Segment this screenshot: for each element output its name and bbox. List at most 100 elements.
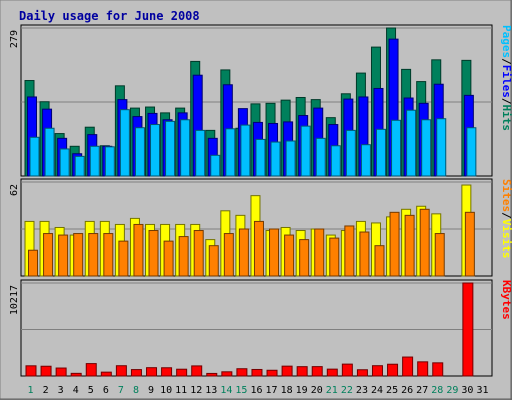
bar-sites-day-26 xyxy=(404,214,415,277)
bar-sites-day-8 xyxy=(133,223,144,277)
x-tick-label: 29 xyxy=(446,385,458,396)
bars xyxy=(24,27,477,177)
x-tick-label: 26 xyxy=(401,385,413,396)
x-tick-label: 12 xyxy=(190,385,202,396)
x-tick-label: 21 xyxy=(326,385,338,396)
scale-label: 10217 xyxy=(9,285,20,315)
bar-pages-day-25 xyxy=(391,119,402,177)
bar-pages-day-30 xyxy=(466,127,477,177)
bar-pages-day-20 xyxy=(315,137,326,177)
bar-pages-day-1 xyxy=(29,136,40,177)
bar-kbytes-day-21 xyxy=(326,368,338,377)
bar-sites-day-15 xyxy=(238,228,249,277)
bar-sites-day-6 xyxy=(103,233,114,277)
bar-kbytes-day-2 xyxy=(40,365,52,377)
bar-pages-day-15 xyxy=(240,124,251,177)
bar-kbytes-day-1 xyxy=(25,365,37,377)
bar-pages-day-21 xyxy=(330,145,341,177)
bar-pages-day-14 xyxy=(225,128,236,177)
bar-sites-day-14 xyxy=(223,233,234,277)
bar-kbytes-day-13 xyxy=(206,372,218,377)
x-tick-label: 23 xyxy=(356,385,368,396)
bar-kbytes-day-12 xyxy=(191,365,203,377)
bar-kbytes-day-14 xyxy=(221,371,233,377)
bar-pages-day-3 xyxy=(59,148,70,177)
x-tick-label: 24 xyxy=(371,385,383,396)
bar-sites-day-28 xyxy=(434,233,445,277)
scale-label: 62 xyxy=(9,184,20,196)
side-legend: Pages/Files/Hits xyxy=(500,25,512,131)
x-tick-label: 7 xyxy=(118,385,124,396)
x-tick-label: 20 xyxy=(311,385,323,396)
bar-kbytes-day-24 xyxy=(371,365,383,377)
bar-pages-day-23 xyxy=(360,144,371,177)
bar-pages-day-13 xyxy=(210,154,221,177)
bar-kbytes-day-9 xyxy=(146,367,158,377)
bar-sites-day-20 xyxy=(314,228,325,277)
panel-3: 10217 KBytes xyxy=(9,279,512,377)
bar-pages-day-22 xyxy=(345,129,356,177)
x-axis-labels: 1 2 3 4 5 6 7 8 9 10 11 12 13 14 15 16 17 18 19 20 21 22 23 24 2… xyxy=(28,385,489,396)
bar-pages-day-26 xyxy=(406,109,417,177)
bar-pages-day-5 xyxy=(89,145,100,177)
bar-pages-day-27 xyxy=(421,119,432,177)
bar-sites-day-23 xyxy=(359,231,370,277)
x-tick-label: 17 xyxy=(266,385,278,396)
bar-kbytes-day-17 xyxy=(266,369,278,377)
bar-kbytes-day-3 xyxy=(55,367,67,377)
bar-sites-day-30 xyxy=(464,211,475,277)
side-legend: KBytes xyxy=(500,280,512,320)
side-legend-text: Sites/Visits xyxy=(500,179,512,259)
panel-2: 62 Sites/Visits xyxy=(9,178,512,277)
bar-sites-day-21 xyxy=(329,237,340,277)
x-tick-label: 9 xyxy=(148,385,154,396)
bar-sites-day-10 xyxy=(163,240,174,277)
x-tick-label: 3 xyxy=(58,385,64,396)
bar-kbytes-day-7 xyxy=(115,365,127,377)
bar-kbytes-day-26 xyxy=(402,356,414,377)
bar-kbytes-day-4 xyxy=(70,372,82,377)
scale-label: 279 xyxy=(9,30,20,48)
side-legend-text: Pages/Files/Hits xyxy=(500,25,512,131)
bar-pages-day-18 xyxy=(285,140,296,177)
x-tick-label: 25 xyxy=(386,385,398,396)
side-legend-label: Hits xyxy=(500,105,512,132)
bar-pages-day-12 xyxy=(195,129,206,177)
x-tick-label: 31 xyxy=(476,385,488,396)
x-tick-label: 13 xyxy=(205,385,217,396)
x-tick-label: 19 xyxy=(296,385,308,396)
bar-kbytes-day-30 xyxy=(462,282,474,377)
side-legend-label: Pages xyxy=(500,25,512,58)
bar-pages-day-10 xyxy=(165,120,176,177)
bar-sites-day-24 xyxy=(374,245,385,277)
bar-sites-day-7 xyxy=(118,240,129,277)
x-tick-label: 30 xyxy=(461,385,473,396)
bars xyxy=(25,282,474,377)
bar-sites-day-22 xyxy=(344,225,355,277)
x-tick-label: 27 xyxy=(416,385,428,396)
bar-sites-day-25 xyxy=(389,211,400,277)
bar-pages-day-11 xyxy=(180,119,191,177)
bar-pages-day-9 xyxy=(150,124,161,177)
x-tick-label: 18 xyxy=(281,385,293,396)
bar-pages-day-2 xyxy=(44,127,55,177)
bar-sites-day-11 xyxy=(178,236,189,277)
bar-kbytes-day-22 xyxy=(341,363,353,377)
bar-sites-day-5 xyxy=(88,233,99,277)
side-legend-label: Visits xyxy=(500,219,512,259)
x-tick-label: 6 xyxy=(103,385,109,396)
side-legend-label: KBytes xyxy=(500,280,512,320)
x-tick-label: 1 xyxy=(28,385,34,396)
x-tick-label: 4 xyxy=(73,385,79,396)
bar-sites-day-27 xyxy=(419,208,430,277)
bar-kbytes-day-28 xyxy=(432,362,444,377)
bar-sites-day-2 xyxy=(43,233,54,277)
bar-pages-day-16 xyxy=(255,138,266,177)
bar-pages-day-8 xyxy=(134,127,145,177)
bar-pages-day-19 xyxy=(300,125,311,177)
side-legend-label: / xyxy=(500,98,512,105)
x-tick-label: 15 xyxy=(235,385,247,396)
bar-sites-day-3 xyxy=(58,234,69,277)
x-tick-label: 10 xyxy=(160,385,172,396)
